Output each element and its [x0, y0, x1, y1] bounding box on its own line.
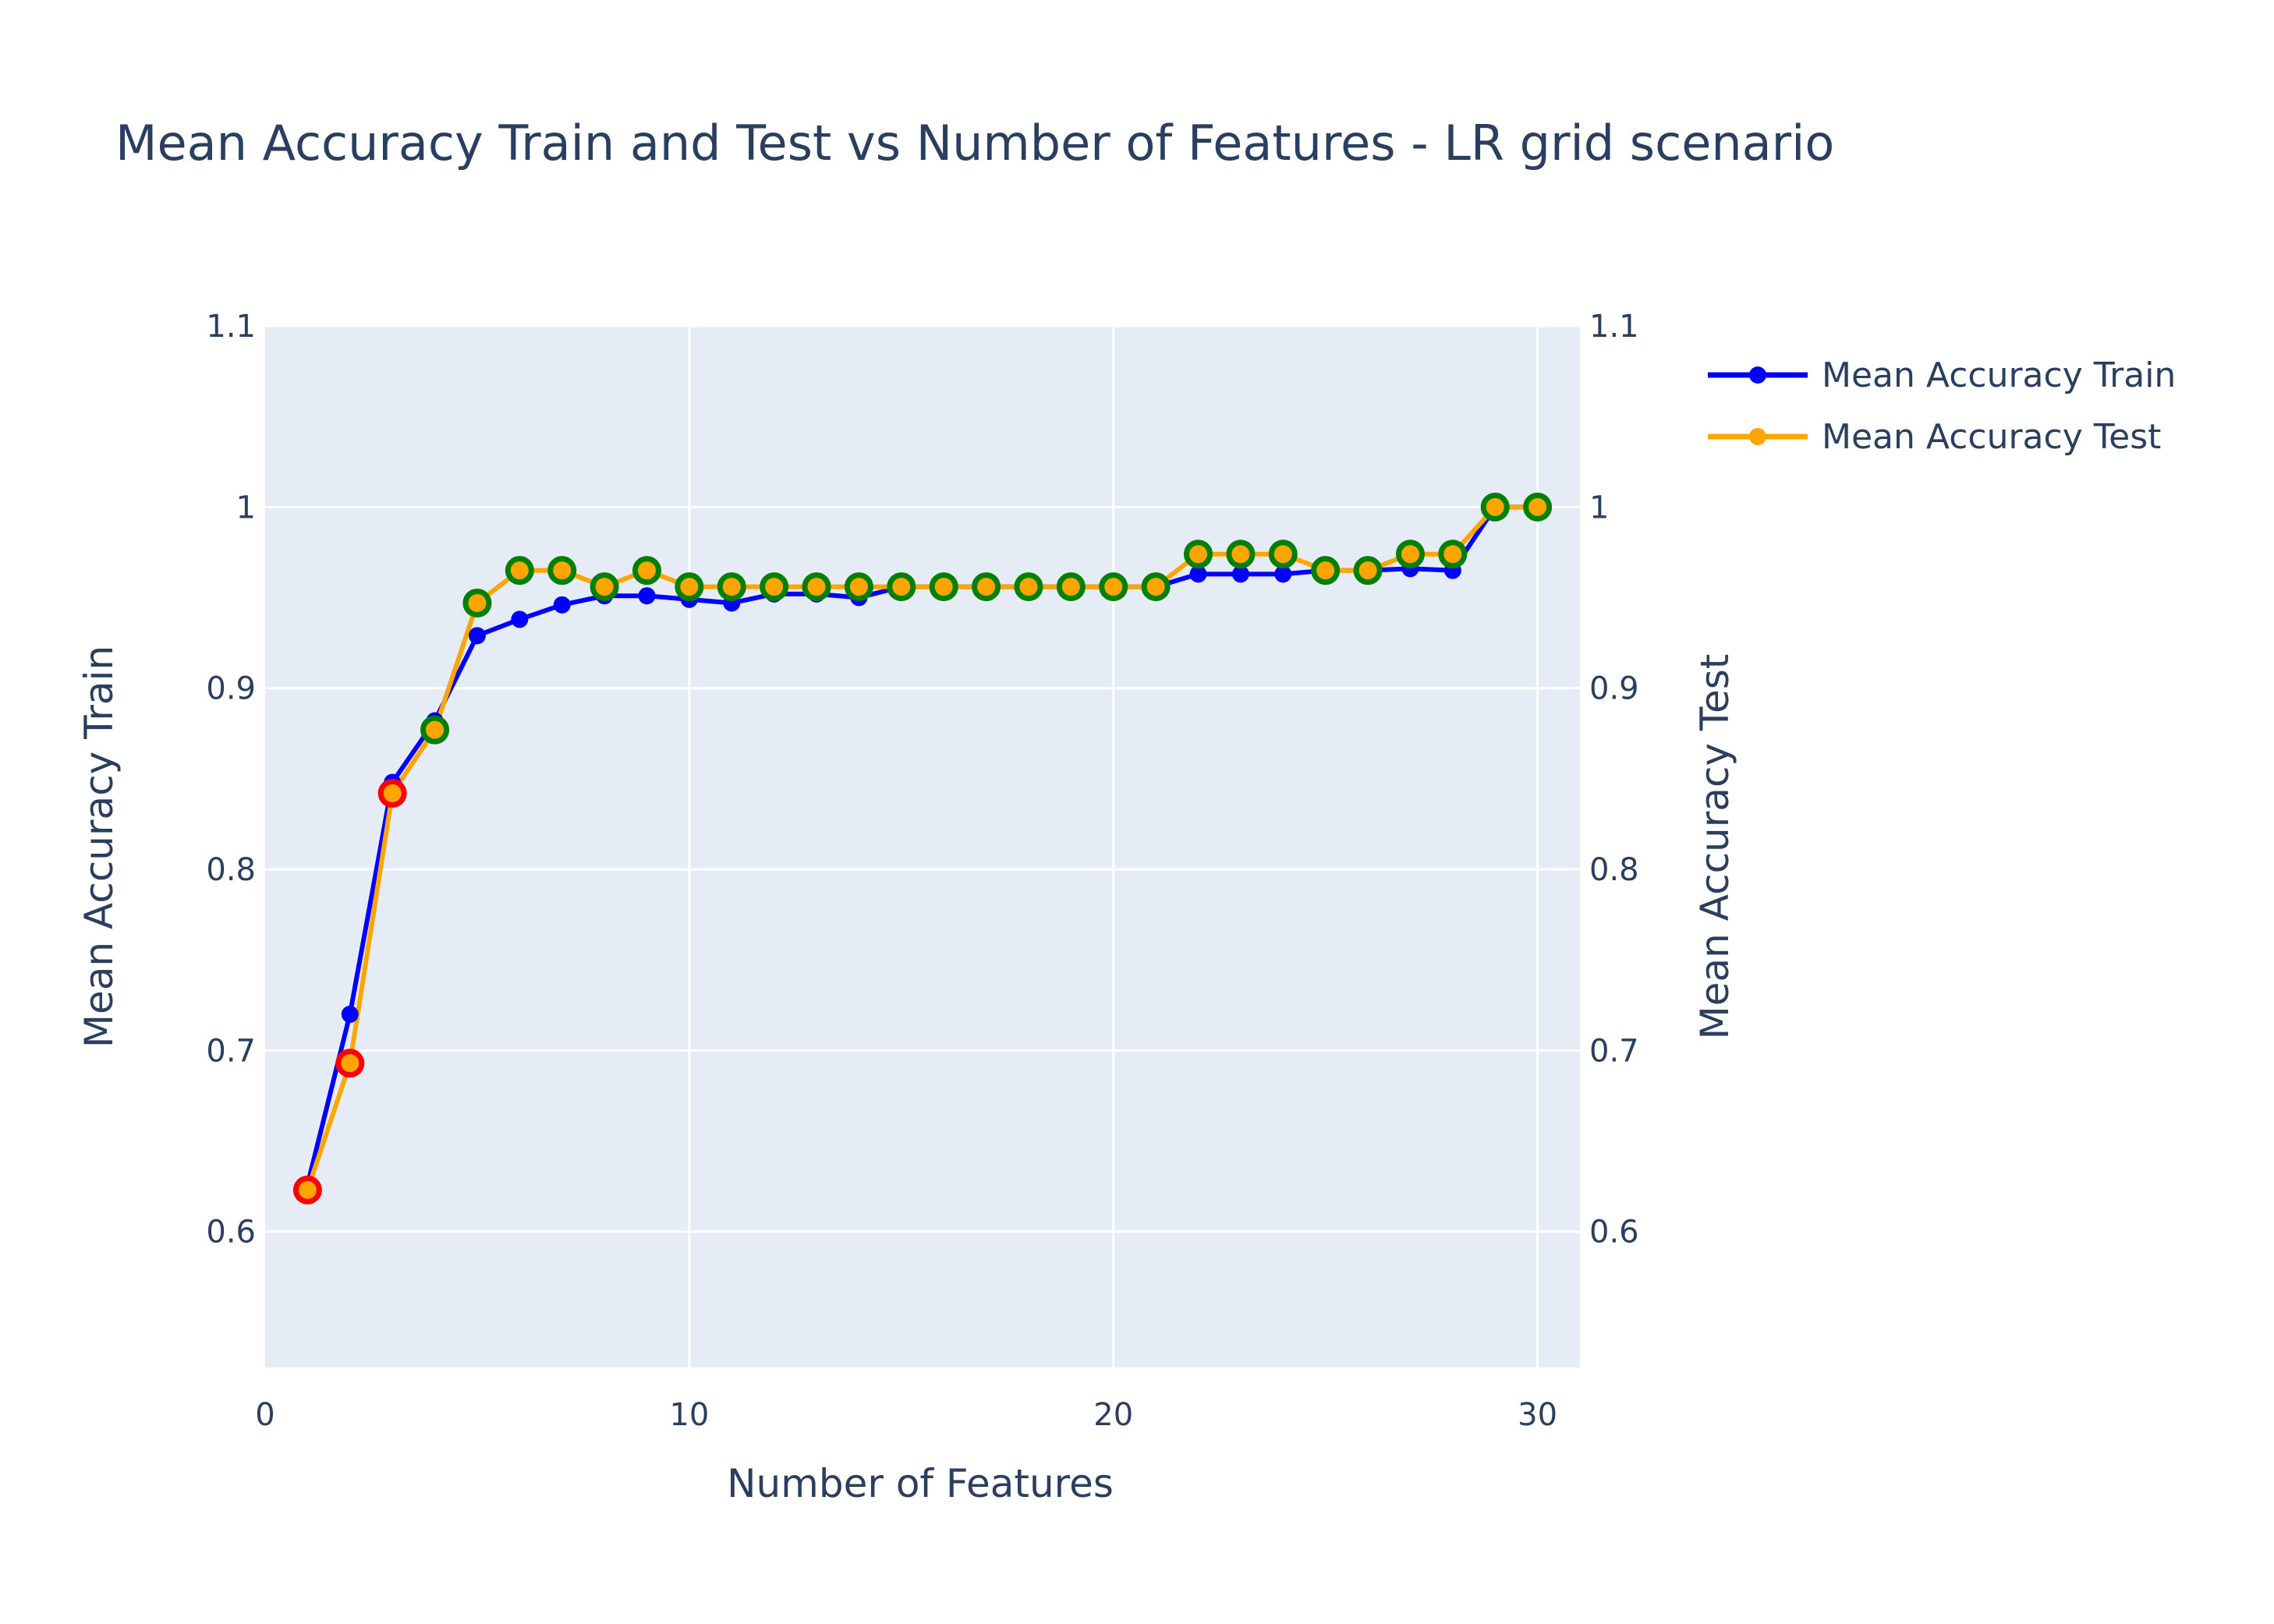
data-point-test[interactable]: [675, 572, 704, 602]
y-right-tick-label: 0.7: [1589, 1033, 1639, 1069]
data-point-test[interactable]: [1226, 540, 1256, 569]
data-point-test[interactable]: [760, 572, 789, 602]
y-right-tick-label: 0.9: [1589, 671, 1639, 707]
data-point-train[interactable]: [553, 596, 571, 614]
data-point-test[interactable]: [717, 572, 746, 602]
data-point-test[interactable]: [1056, 572, 1086, 602]
plot-area: [265, 326, 1580, 1367]
y-axis-left-ticks: 0.6 0.7 0.8 0.9 1 1.1: [206, 309, 256, 1251]
data-point-test[interactable]: [1311, 556, 1341, 586]
legend-item-test[interactable]: Mean Accuracy Test: [1708, 417, 2161, 457]
y-right-tick-label: 0.6: [1589, 1215, 1639, 1251]
legend-label-test: Mean Accuracy Test: [1822, 417, 2161, 457]
data-point-test[interactable]: [335, 1049, 365, 1078]
x-tick-label: 0: [255, 1397, 275, 1433]
data-point-test[interactable]: [377, 778, 407, 808]
legend-marker-train: [1749, 366, 1766, 384]
legend: Mean Accuracy Train Mean Accuracy Test: [1708, 356, 2176, 457]
legend-item-train[interactable]: Mean Accuracy Train: [1708, 356, 2176, 395]
y-left-tick-label: 1.1: [206, 309, 256, 345]
data-point-test[interactable]: [420, 715, 450, 745]
data-point-test[interactable]: [1014, 572, 1043, 602]
data-point-test[interactable]: [887, 572, 916, 602]
y-left-tick-label: 0.9: [206, 671, 256, 707]
y-right-tick-label: 1: [1589, 490, 1609, 525]
data-point-train[interactable]: [1189, 565, 1207, 583]
y-left-tick-label: 1: [236, 490, 256, 525]
y-right-tick-label: 0.8: [1589, 852, 1639, 888]
y-axis-right-title: Mean Accuracy Test: [1692, 654, 1737, 1040]
data-point-test[interactable]: [929, 572, 958, 602]
x-axis-title: Number of Features: [727, 1461, 1114, 1506]
x-tick-label: 20: [1093, 1397, 1133, 1433]
data-point-test[interactable]: [547, 556, 577, 586]
data-point-test[interactable]: [1480, 492, 1510, 522]
y-left-tick-label: 0.7: [206, 1033, 256, 1069]
data-point-test[interactable]: [1099, 572, 1128, 602]
y-left-tick-label: 0.6: [206, 1215, 256, 1251]
data-point-test[interactable]: [1523, 492, 1553, 522]
y-axis-right-ticks: 0.6 0.7 0.8 0.9 1 1.1: [1589, 309, 1639, 1251]
data-point-test[interactable]: [1268, 540, 1298, 569]
legend-marker-test: [1749, 428, 1766, 445]
series: [292, 492, 1553, 1205]
data-point-test[interactable]: [1353, 556, 1383, 586]
data-point-test[interactable]: [462, 588, 492, 617]
legend-label-train: Mean Accuracy Train: [1822, 356, 2176, 395]
data-point-test[interactable]: [590, 572, 619, 602]
x-axis-ticks: 0 10 20 30: [255, 1397, 1557, 1433]
data-point-test[interactable]: [292, 1175, 322, 1205]
data-point-test[interactable]: [1438, 540, 1468, 569]
data-point-train[interactable]: [1274, 565, 1292, 583]
y-right-tick-label: 1.1: [1589, 309, 1639, 345]
data-point-train[interactable]: [1231, 565, 1249, 583]
data-point-train[interactable]: [468, 627, 486, 645]
data-point-test[interactable]: [802, 572, 831, 602]
data-point-test[interactable]: [972, 572, 1001, 602]
y-axis-left-title: Mean Accuracy Train: [76, 646, 122, 1048]
data-point-test[interactable]: [1395, 540, 1425, 569]
x-tick-label: 30: [1518, 1397, 1557, 1433]
x-tick-label: 10: [669, 1397, 709, 1433]
data-point-train[interactable]: [511, 610, 529, 628]
data-point-test[interactable]: [1141, 572, 1171, 602]
data-point-test[interactable]: [505, 556, 534, 586]
data-point-train[interactable]: [341, 1005, 359, 1023]
data-point-test[interactable]: [632, 556, 661, 586]
data-point-test[interactable]: [1184, 540, 1213, 569]
data-point-train[interactable]: [638, 587, 656, 605]
chart-title: Mean Accuracy Train and Test vs Number o…: [115, 115, 1834, 172]
y-left-tick-label: 0.8: [206, 852, 256, 888]
data-point-test[interactable]: [844, 572, 873, 602]
